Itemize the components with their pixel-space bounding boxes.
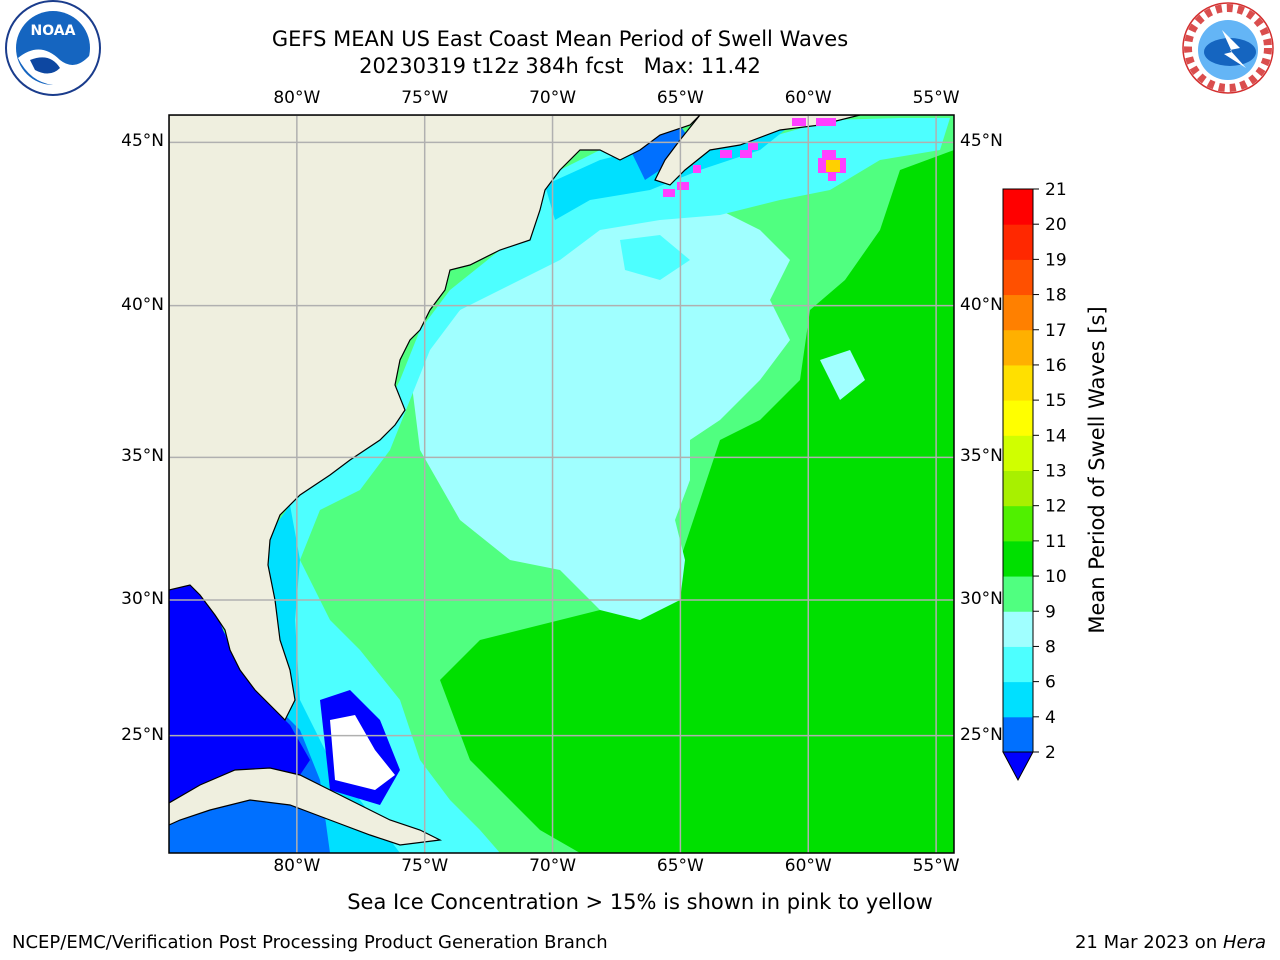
chart-subtitle: 20230319 t12z 384h fcst Max: 11.42 [359, 54, 761, 78]
lon-tick-bottom-2: 70°W [529, 856, 577, 876]
bank-area-white [330, 715, 395, 790]
colorbar-tick-label-10: 15 [1045, 391, 1067, 411]
lon-tick-bottom-3: 65°W [656, 856, 704, 876]
colorbar-tick-label-16: 21 [1045, 180, 1067, 200]
colorbar-under-arrow [1002, 751, 1034, 782]
lon-tick-top-0: 80°W [273, 88, 321, 108]
lat-tick-right-2: 35°N [960, 446, 1003, 467]
sea-ice-note: Sea Ice Concentration > 15% is shown in … [347, 890, 933, 914]
land-us-east [169, 115, 701, 722]
lat-tick-left-0: 45°N [121, 131, 164, 152]
colorbar-segment-2 [1003, 646, 1033, 683]
lat-tick-right-1: 40°N [960, 294, 1003, 315]
lat-tick-left-1: 40°N [121, 294, 164, 315]
colorbar-segment-11 [1003, 329, 1033, 366]
colorbar-segment-12 [1003, 294, 1033, 331]
colorbar-segment-7 [1003, 470, 1033, 507]
colorbar-tick-label-14: 19 [1045, 250, 1067, 270]
colorbar-segment-14 [1003, 224, 1033, 260]
map-frame [168, 114, 955, 854]
colorbar-segment-15 [1003, 189, 1033, 225]
noaa-logo: NOAA [5, 0, 101, 96]
lon-tick-bottom-4: 60°W [784, 856, 832, 876]
lat-tick-left-3: 30°N [121, 588, 164, 609]
colorbar: 2 4 6 8 9 10 11 12 13 14 15 16 17 18 19 20 21 [1002, 180, 1067, 782]
colorbar-tick-label-0: 2 [1045, 743, 1056, 763]
lon-tick-top-3: 65°W [656, 88, 704, 108]
sea-ice-markers [663, 118, 846, 197]
lon-tick-top-4: 60°W [784, 88, 832, 108]
swell-patch-6-8-b [620, 235, 690, 280]
footer-date-text: 21 Mar 2023 on [1074, 932, 1223, 953]
lat-tick-left-2: 35°N [121, 446, 164, 467]
colorbar-tick-label-5: 10 [1045, 567, 1067, 587]
colorbar-segment-4 [1003, 576, 1033, 612]
land-cuba [169, 767, 443, 846]
colorbar-tick-label-15: 20 [1045, 215, 1067, 235]
footer-branch: NCEP/EMC/Verification Post Processing Pr… [12, 932, 608, 953]
colorbar-segment-3 [1003, 611, 1033, 647]
colorbar-tick-label-6: 11 [1045, 532, 1067, 552]
colorbar-segment-1 [1003, 681, 1033, 718]
colorbar-tick-label-3: 8 [1045, 637, 1056, 657]
swell-band-10-11 [440, 150, 954, 853]
colorbar-tick-label-4: 9 [1045, 602, 1056, 622]
nws-logo [1182, 2, 1274, 94]
lon-tick-top-1: 75°W [401, 88, 449, 108]
colorbar-segment-13 [1003, 259, 1033, 296]
lon-tick-bottom-1: 75°W [401, 856, 449, 876]
footer-machine: Hera [1222, 932, 1266, 953]
colorbar-label: Mean Period of Swell Waves [s] [1085, 306, 1109, 634]
lat-tick-left-4: 25°N [121, 724, 164, 745]
colorbar-tick-label-2: 6 [1045, 673, 1056, 693]
gridlines [169, 115, 954, 853]
colorbar-tick-label-9: 14 [1045, 426, 1067, 446]
colorbar-tick-label-13: 18 [1045, 286, 1067, 306]
lon-tick-bottom-0: 80°W [273, 856, 321, 876]
map-area [169, 115, 954, 853]
colorbar-segment-8 [1003, 435, 1033, 471]
colorbar-segment-10 [1003, 364, 1033, 401]
colorbar-tick-label-1: 4 [1045, 708, 1056, 728]
lat-tick-right-3: 30°N [960, 588, 1003, 609]
swell-band-8-9 [410, 190, 790, 620]
colorbar-segment-0 [1003, 716, 1033, 753]
colorbar-segment-9 [1003, 400, 1033, 436]
colorbar-tick-label-11: 16 [1045, 356, 1067, 376]
swell-patch-8-9-b [820, 350, 865, 400]
colorbar-segment-5 [1003, 540, 1033, 577]
lat-tick-right-0: 45°N [960, 131, 1003, 152]
colorbar-tick-label-12: 17 [1045, 321, 1067, 341]
lon-tick-top-2: 70°W [529, 88, 577, 108]
lon-tick-bottom-5: 55°W [912, 856, 960, 876]
lat-tick-right-4: 25°N [960, 724, 1003, 745]
lon-tick-top-5: 55°W [912, 88, 960, 108]
footer-date: 21 Mar 2023 on Hera [1075, 932, 1266, 953]
colorbar-tick-label-8: 13 [1045, 462, 1067, 482]
swell-band-under-2 [169, 585, 310, 810]
noaa-logo-text: NOAA [31, 23, 76, 39]
colorbar-tick-label-7: 12 [1045, 497, 1067, 517]
chart-title: GEFS MEAN US East Coast Mean Period of S… [271, 27, 849, 51]
colorbar-segment-6 [1003, 505, 1033, 542]
